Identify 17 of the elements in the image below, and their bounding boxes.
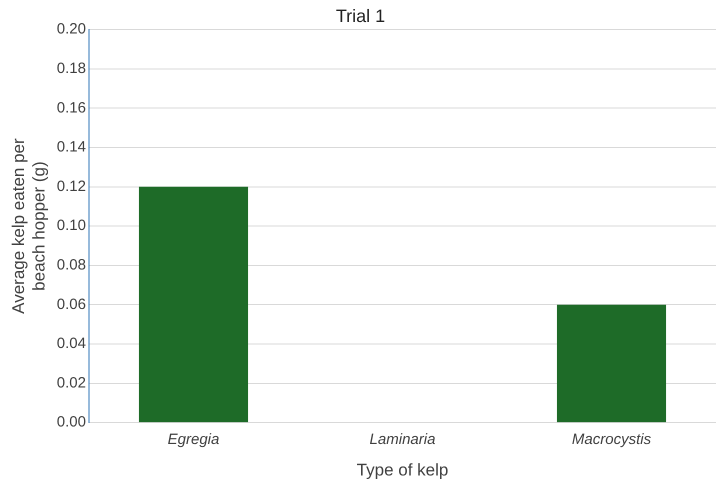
y-tick-label: 0.04 (56, 335, 86, 352)
y-tick-label: 0.02 (56, 374, 86, 392)
y-tick-label: 0.06 (56, 296, 86, 313)
x-tick-label: Laminaria (370, 430, 436, 448)
x-axis-title: Type of kelp (356, 460, 448, 480)
y-tick-label: 0.00 (56, 414, 86, 431)
chart-title: Trial 1 (336, 6, 386, 26)
y-tick-label: 0.18 (56, 60, 86, 78)
y-axis-title: Average kelp eaten per beach hopper (g) (8, 138, 48, 314)
y-tick-label: 0.10 (56, 217, 86, 234)
x-tick-label: Egregia (168, 430, 220, 448)
y-tick-label: 0.16 (56, 99, 86, 116)
y-tick-label: 0.14 (56, 138, 86, 156)
y-tick-label: 0.08 (56, 256, 86, 274)
y-tick-label: 0.20 (56, 20, 86, 38)
y-tick-label: 0.12 (56, 178, 86, 195)
x-tick-label: Macrocystis (572, 430, 652, 448)
